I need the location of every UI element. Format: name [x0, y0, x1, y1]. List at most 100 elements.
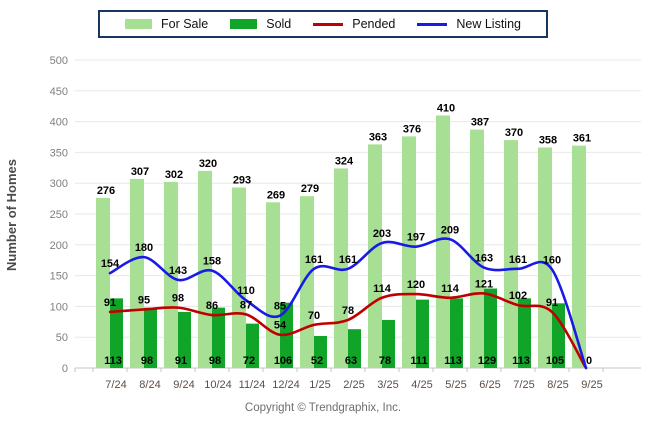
x-tick-label: 7/25 — [513, 379, 534, 391]
value-label-new-listing: 203 — [373, 228, 391, 240]
x-tick-label: 10/24 — [204, 379, 232, 391]
bar-for-sale — [130, 178, 144, 368]
legend-label-sold: Sold — [266, 17, 292, 31]
legend-item-for-sale: For Sale — [124, 17, 209, 31]
value-label-for-sale: 324 — [335, 155, 354, 167]
y-tick-label: 50 — [56, 332, 68, 344]
value-label-pended: 114 — [441, 283, 460, 295]
y-tick-label: 500 — [50, 55, 68, 67]
x-tick-label: 12/24 — [272, 379, 300, 391]
value-label-sold: 98 — [141, 355, 153, 367]
value-label-sold: 113 — [512, 355, 530, 367]
bar-sold — [348, 329, 361, 368]
bar-for-sale — [232, 187, 246, 368]
value-label-sold: 113 — [104, 355, 122, 367]
bar-sold — [416, 299, 429, 368]
value-label-pended: 114 — [373, 283, 392, 295]
bar-for-sale — [470, 129, 484, 368]
value-label-for-sale: 269 — [267, 189, 285, 201]
value-label-for-sale: 376 — [403, 123, 421, 135]
value-label-new-listing: 209 — [441, 224, 459, 236]
bar-sold — [178, 311, 191, 368]
legend-label-pended: Pended — [352, 17, 396, 31]
value-label-for-sale: 410 — [437, 102, 455, 114]
value-label-pended: 91 — [546, 297, 558, 309]
value-label-for-sale: 363 — [369, 131, 387, 143]
homes-chart: 0 50 100 150 200 250 300 350 400 450 500 7/24 8/24 9/… — [4, 55, 641, 391]
bar-sold — [552, 303, 565, 368]
y-tick-label: 0 — [62, 363, 68, 375]
bar-for-sale — [538, 147, 552, 368]
bar-sold — [144, 307, 157, 368]
y-tick-label: 300 — [50, 178, 68, 190]
legend-swatch-for-sale — [124, 19, 152, 29]
value-label-sold: 0 — [586, 355, 592, 367]
bar-for-sale — [504, 140, 518, 368]
value-label-pended: 91 — [104, 297, 116, 309]
x-tick-label: 8/25 — [547, 379, 568, 391]
value-label-pended: 102 — [509, 290, 527, 302]
chart-legend: For Sale Sold Pended New Listing — [97, 10, 548, 38]
value-label-pended: 70 — [308, 310, 320, 322]
pended-line — [108, 291, 588, 370]
value-label-sold: 106 — [274, 355, 292, 367]
bar-for-sale — [334, 168, 348, 368]
bar-sold — [246, 323, 259, 368]
value-label-new-listing: 154 — [101, 258, 120, 270]
value-label-new-listing: 197 — [407, 232, 425, 244]
value-label-new-listing: 110 — [237, 285, 255, 297]
x-tick-label: 6/25 — [479, 379, 500, 391]
value-label-new-listing: 158 — [203, 256, 221, 268]
value-label-for-sale: 276 — [97, 185, 115, 197]
value-label-sold: 113 — [444, 355, 462, 367]
value-label-sold: 78 — [379, 355, 391, 367]
bar-sold — [212, 307, 225, 368]
value-label-for-sale: 302 — [165, 169, 183, 181]
x-tick-label: 11/24 — [239, 379, 266, 391]
new-listing-line — [108, 237, 588, 370]
legend-item-new-listing: New Listing — [417, 17, 521, 31]
legend-item-pended: Pended — [313, 17, 395, 31]
value-label-pended: 120 — [407, 279, 425, 291]
y-axis-title: Number of Homes — [4, 159, 19, 271]
value-label-new-listing: 161 — [509, 254, 527, 266]
value-label-for-sale: 320 — [199, 158, 217, 170]
x-tick-label: 9/25 — [581, 379, 602, 391]
y-tick-label: 150 — [50, 271, 68, 283]
bar-for-sale — [572, 145, 586, 368]
legend-swatch-sold — [230, 19, 258, 29]
legend-swatch-pended — [313, 22, 344, 26]
value-label-pended: 54 — [274, 320, 287, 332]
y-tick-label: 400 — [50, 117, 68, 129]
bar-sold — [450, 298, 463, 368]
value-label-sold: 111 — [410, 355, 427, 367]
value-label-pended: 87 — [240, 299, 252, 311]
value-label-for-sale: 361 — [573, 133, 591, 145]
x-tick-label: 1/25 — [309, 379, 330, 391]
value-label-for-sale: 358 — [539, 134, 557, 146]
legend-label-new-listing: New Listing — [456, 17, 521, 31]
value-label-pended: 98 — [172, 293, 184, 305]
value-label-for-sale: 293 — [233, 175, 251, 187]
value-label-for-sale: 307 — [131, 166, 149, 178]
x-tick-label: 3/25 — [377, 379, 398, 391]
value-label-new-listing: 143 — [169, 265, 187, 277]
value-label-new-listing: 161 — [339, 254, 357, 266]
y-tick-label: 350 — [50, 147, 68, 159]
value-label-sold: 63 — [345, 355, 357, 367]
bar-sold — [518, 298, 531, 368]
value-label-pended: 95 — [138, 294, 150, 306]
legend-label-for-sale: For Sale — [160, 17, 209, 31]
value-label-new-listing: 161 — [305, 254, 323, 266]
legend-item-sold: Sold — [230, 17, 291, 31]
bar-for-sale — [402, 136, 416, 368]
value-label-sold: 98 — [209, 355, 221, 367]
y-tick-label: 250 — [50, 209, 68, 221]
value-label-sold: 105 — [546, 355, 564, 367]
x-tick-label: 7/24 — [105, 379, 126, 391]
value-label-pended: 86 — [206, 300, 218, 312]
y-tick-label: 100 — [50, 301, 68, 313]
value-label-for-sale: 370 — [505, 127, 523, 139]
bar-sold — [314, 335, 327, 368]
value-label-pended: 121 — [475, 278, 493, 290]
